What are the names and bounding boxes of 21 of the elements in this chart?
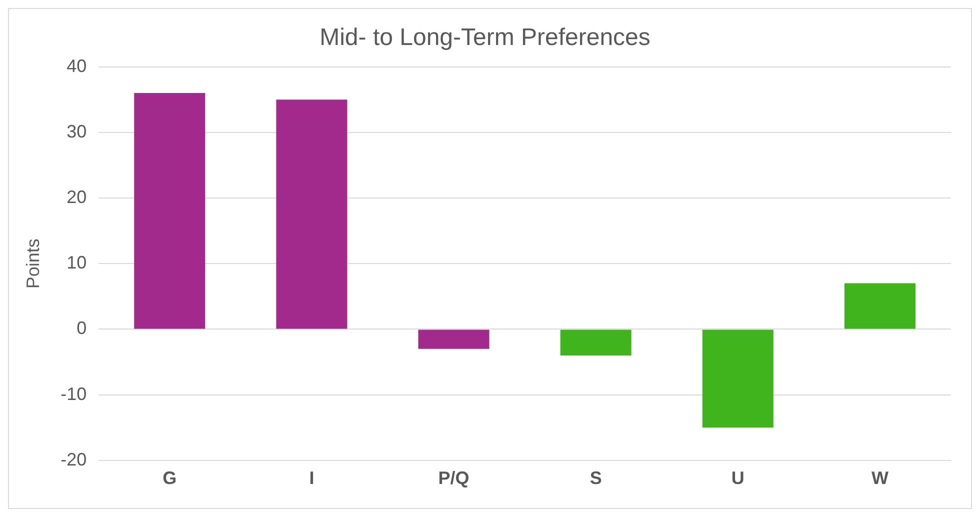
bar [844,283,916,329]
y-tick-label: 20 [66,186,87,207]
bar [560,330,632,356]
bar [418,330,490,349]
x-tick-label: G [162,468,177,488]
bar [134,93,206,329]
x-tick-label: U [731,468,744,488]
y-tick-label: -10 [60,384,87,404]
x-tick-label: S [590,468,602,488]
y-axis-title: Points [22,238,43,289]
y-tick-label: 30 [66,121,87,142]
x-tick-label: W [871,468,888,488]
bar [702,330,774,428]
y-tick-label: 10 [66,252,87,273]
x-tick-label: I [309,468,314,488]
y-tick-label: -20 [60,449,87,470]
y-tick-label: 0 [76,318,87,338]
y-tick-label: 40 [66,56,87,76]
chart-title: Mid- to Long-Term Preferences [320,24,650,52]
x-tick-label: P/Q [438,468,470,488]
bar [276,100,348,329]
